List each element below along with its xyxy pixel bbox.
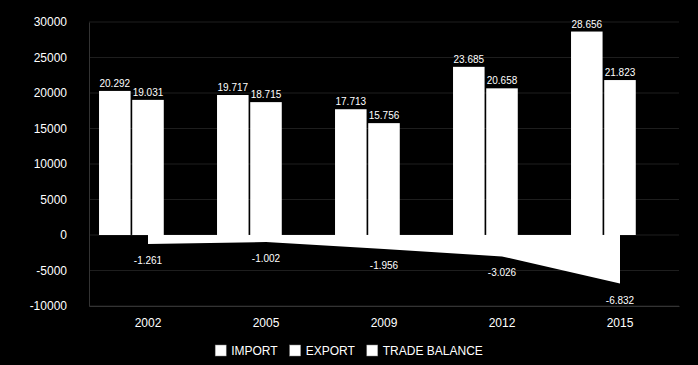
y-tick: 0 bbox=[60, 228, 89, 242]
bar bbox=[453, 67, 485, 235]
legend: IMPORT EXPORT TRADE BALANCE bbox=[215, 344, 483, 358]
x-tick: 2015 bbox=[607, 306, 634, 330]
y-tick: -5000 bbox=[36, 264, 89, 278]
bar bbox=[486, 88, 518, 235]
y-tick: -10000 bbox=[30, 299, 89, 313]
bar bbox=[368, 123, 400, 235]
y-tick: 20000 bbox=[34, 86, 89, 100]
data-label: 17.713 bbox=[336, 96, 367, 107]
bar bbox=[571, 32, 603, 235]
data-label: -1.002 bbox=[252, 253, 281, 264]
data-label: -6.832 bbox=[606, 295, 635, 306]
marks bbox=[99, 32, 636, 284]
plot: -10000 -5000 0 5000 10000 15000 20000 25000 3000… bbox=[30, 15, 680, 329]
y-tick: 5000 bbox=[40, 193, 89, 207]
x-tick: 2002 bbox=[135, 306, 162, 330]
trade-balance-area bbox=[148, 235, 620, 284]
grid-line bbox=[89, 306, 679, 307]
x-tick: 2005 bbox=[253, 306, 280, 330]
bar bbox=[335, 109, 367, 235]
x-tick-label: 2002 bbox=[135, 316, 162, 330]
legend-swatch bbox=[290, 345, 301, 356]
legend-label: TRADE BALANCE bbox=[383, 344, 483, 358]
y-tick: 10000 bbox=[34, 157, 89, 171]
data-label: 20.658 bbox=[487, 75, 518, 86]
x-tick-label: 2005 bbox=[253, 316, 280, 330]
x-axis-line bbox=[90, 306, 680, 307]
x-axis: 2002 2005 2009 2012 2015 bbox=[90, 306, 680, 330]
legend-item: IMPORT bbox=[215, 344, 278, 358]
legend-swatch bbox=[367, 345, 378, 356]
data-label: 23.685 bbox=[454, 54, 485, 65]
x-tick-label: 2009 bbox=[371, 316, 398, 330]
y-tick-label: 10000 bbox=[34, 157, 68, 171]
data-label: -1.261 bbox=[134, 255, 163, 266]
y-tick-label: 0 bbox=[60, 228, 67, 242]
y-tick: 15000 bbox=[34, 122, 89, 136]
data-label: -1.956 bbox=[370, 260, 399, 271]
y-tick: 25000 bbox=[34, 51, 89, 65]
x-tick-label: 2015 bbox=[607, 316, 634, 330]
legend-label: EXPORT bbox=[306, 344, 356, 358]
y-tick-label: -5000 bbox=[36, 264, 67, 278]
data-labels: 20.292 19.717 17.713 23.685 28.656 19.031 18.7… bbox=[100, 19, 636, 306]
x-tick: 2009 bbox=[371, 306, 398, 330]
y-tick-label: 5000 bbox=[40, 193, 67, 207]
legend-label: IMPORT bbox=[231, 344, 278, 358]
bar bbox=[217, 95, 249, 235]
data-label: 19.031 bbox=[133, 87, 164, 98]
legend-item: TRADE BALANCE bbox=[367, 344, 483, 358]
y-tick-label: 30000 bbox=[34, 15, 68, 29]
data-label: 28.656 bbox=[572, 19, 603, 30]
x-tick-label: 2012 bbox=[489, 316, 516, 330]
y-tick-label: 15000 bbox=[34, 122, 68, 136]
y-tick-label: 20000 bbox=[34, 86, 68, 100]
chart: -10000 -5000 0 5000 10000 15000 20000 25000 3000… bbox=[0, 0, 698, 365]
y-tick-label: 25000 bbox=[34, 51, 68, 65]
data-label: 19.717 bbox=[218, 82, 249, 93]
data-label: 15.756 bbox=[369, 110, 400, 121]
background bbox=[0, 0, 698, 365]
data-label: 21.823 bbox=[605, 67, 636, 78]
data-label: 18.715 bbox=[251, 89, 282, 100]
bar bbox=[604, 80, 636, 235]
bar bbox=[250, 102, 282, 235]
bar bbox=[99, 91, 131, 235]
y-axis-line bbox=[89, 23, 90, 307]
y-tick: 30000 bbox=[34, 15, 89, 29]
x-tick: 2012 bbox=[489, 306, 516, 330]
data-label: -3.026 bbox=[488, 267, 517, 278]
legend-swatch bbox=[215, 345, 226, 356]
data-label: 20.292 bbox=[100, 78, 131, 89]
grid bbox=[89, 22, 679, 306]
y-tick-label: -10000 bbox=[30, 299, 68, 313]
legend-item: EXPORT bbox=[290, 344, 356, 358]
y-axis: -10000 -5000 0 5000 10000 15000 20000 25000 3000… bbox=[30, 15, 90, 313]
bar bbox=[132, 100, 164, 235]
